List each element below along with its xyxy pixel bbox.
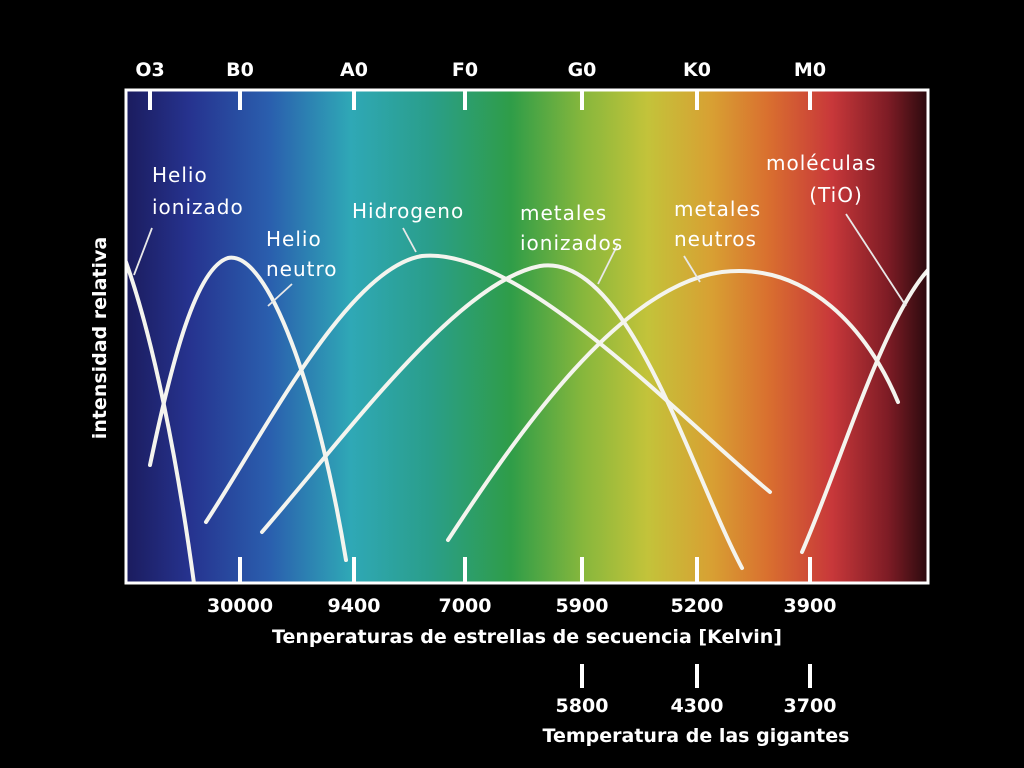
x-tick-30000: 30000	[207, 595, 273, 617]
spectral-class-f0: F0	[452, 59, 478, 81]
spectral-class-g0: G0	[568, 59, 597, 81]
leader-hidrogeno	[402, 227, 417, 253]
curve-metales-ionizados	[260, 263, 744, 570]
spectrum-background	[126, 90, 928, 583]
spectral-class-m0: M0	[794, 59, 826, 81]
label-metales-ionizados-line2: ionizados	[520, 231, 623, 255]
label-helio-neutro-line2: neutro	[266, 257, 338, 281]
label-metales-ionizados-line1: metales	[520, 201, 607, 225]
giant-tick-3700: 3700	[784, 695, 837, 717]
label-helio-neutro-line1: Helio	[266, 227, 322, 251]
label-metales-neutros-line1: metales	[674, 197, 761, 221]
spectral-class-b0: B0	[226, 59, 254, 81]
spectral-class-k0: K0	[683, 59, 711, 81]
leader-moleculas-tio	[845, 213, 907, 307]
spectral-class-a0: A0	[340, 59, 368, 81]
x-tick-labels: 30000 9400 7000 5900 5200 3900	[207, 595, 837, 617]
label-leaders	[133, 213, 907, 307]
curve-helio-neutro	[148, 255, 348, 562]
x-tick-3900: 3900	[784, 595, 837, 617]
leader-metales-neutros	[683, 255, 701, 283]
x-tick-5900: 5900	[556, 595, 609, 617]
tick-marks	[148, 90, 812, 583]
label-helio-ionizado-line1: Helio	[152, 163, 208, 187]
label-metales-neutros-line2: neutros	[674, 227, 757, 251]
x-tick-5200: 5200	[671, 595, 724, 617]
curve-labels: Helio ionizado Helio neutro Hidrogeno metales…	[152, 151, 876, 281]
spectral-class-o3: O3	[135, 59, 164, 81]
label-helio-ionizado-line2: ionizado	[152, 195, 244, 219]
label-moleculas-tio-line1: moléculas	[766, 151, 876, 175]
giant-tick-5800: 5800	[556, 695, 609, 717]
label-hidrogeno-line1: Hidrogeno	[352, 199, 464, 223]
y-axis-title: intensidad relativa	[89, 237, 111, 439]
curve-hidrogeno	[204, 253, 772, 524]
leader-helio-neutro	[267, 283, 293, 307]
x-tick-7000: 7000	[439, 595, 492, 617]
label-moleculas-tio-line2: (TiO)	[809, 183, 863, 207]
x-tick-9400: 9400	[328, 595, 381, 617]
leader-helio-ionizado	[133, 227, 153, 276]
spectral-class-labels: O3 B0 A0 F0 G0 K0 M0	[135, 59, 826, 81]
x-axis-title: Tenperaturas de estrellas de secuencia […	[272, 626, 782, 648]
leader-metales-ionizados	[597, 243, 619, 285]
curves	[126, 253, 928, 583]
giant-axis-title: Temperatura de las gigantes	[543, 725, 850, 747]
curve-moleculas-tio	[800, 268, 928, 554]
curve-metales-neutros	[446, 269, 900, 542]
plot-frame	[124, 88, 930, 585]
giant-tick-4300: 4300	[671, 695, 724, 717]
giant-temperature-scale: 5800 4300 3700	[556, 664, 837, 717]
